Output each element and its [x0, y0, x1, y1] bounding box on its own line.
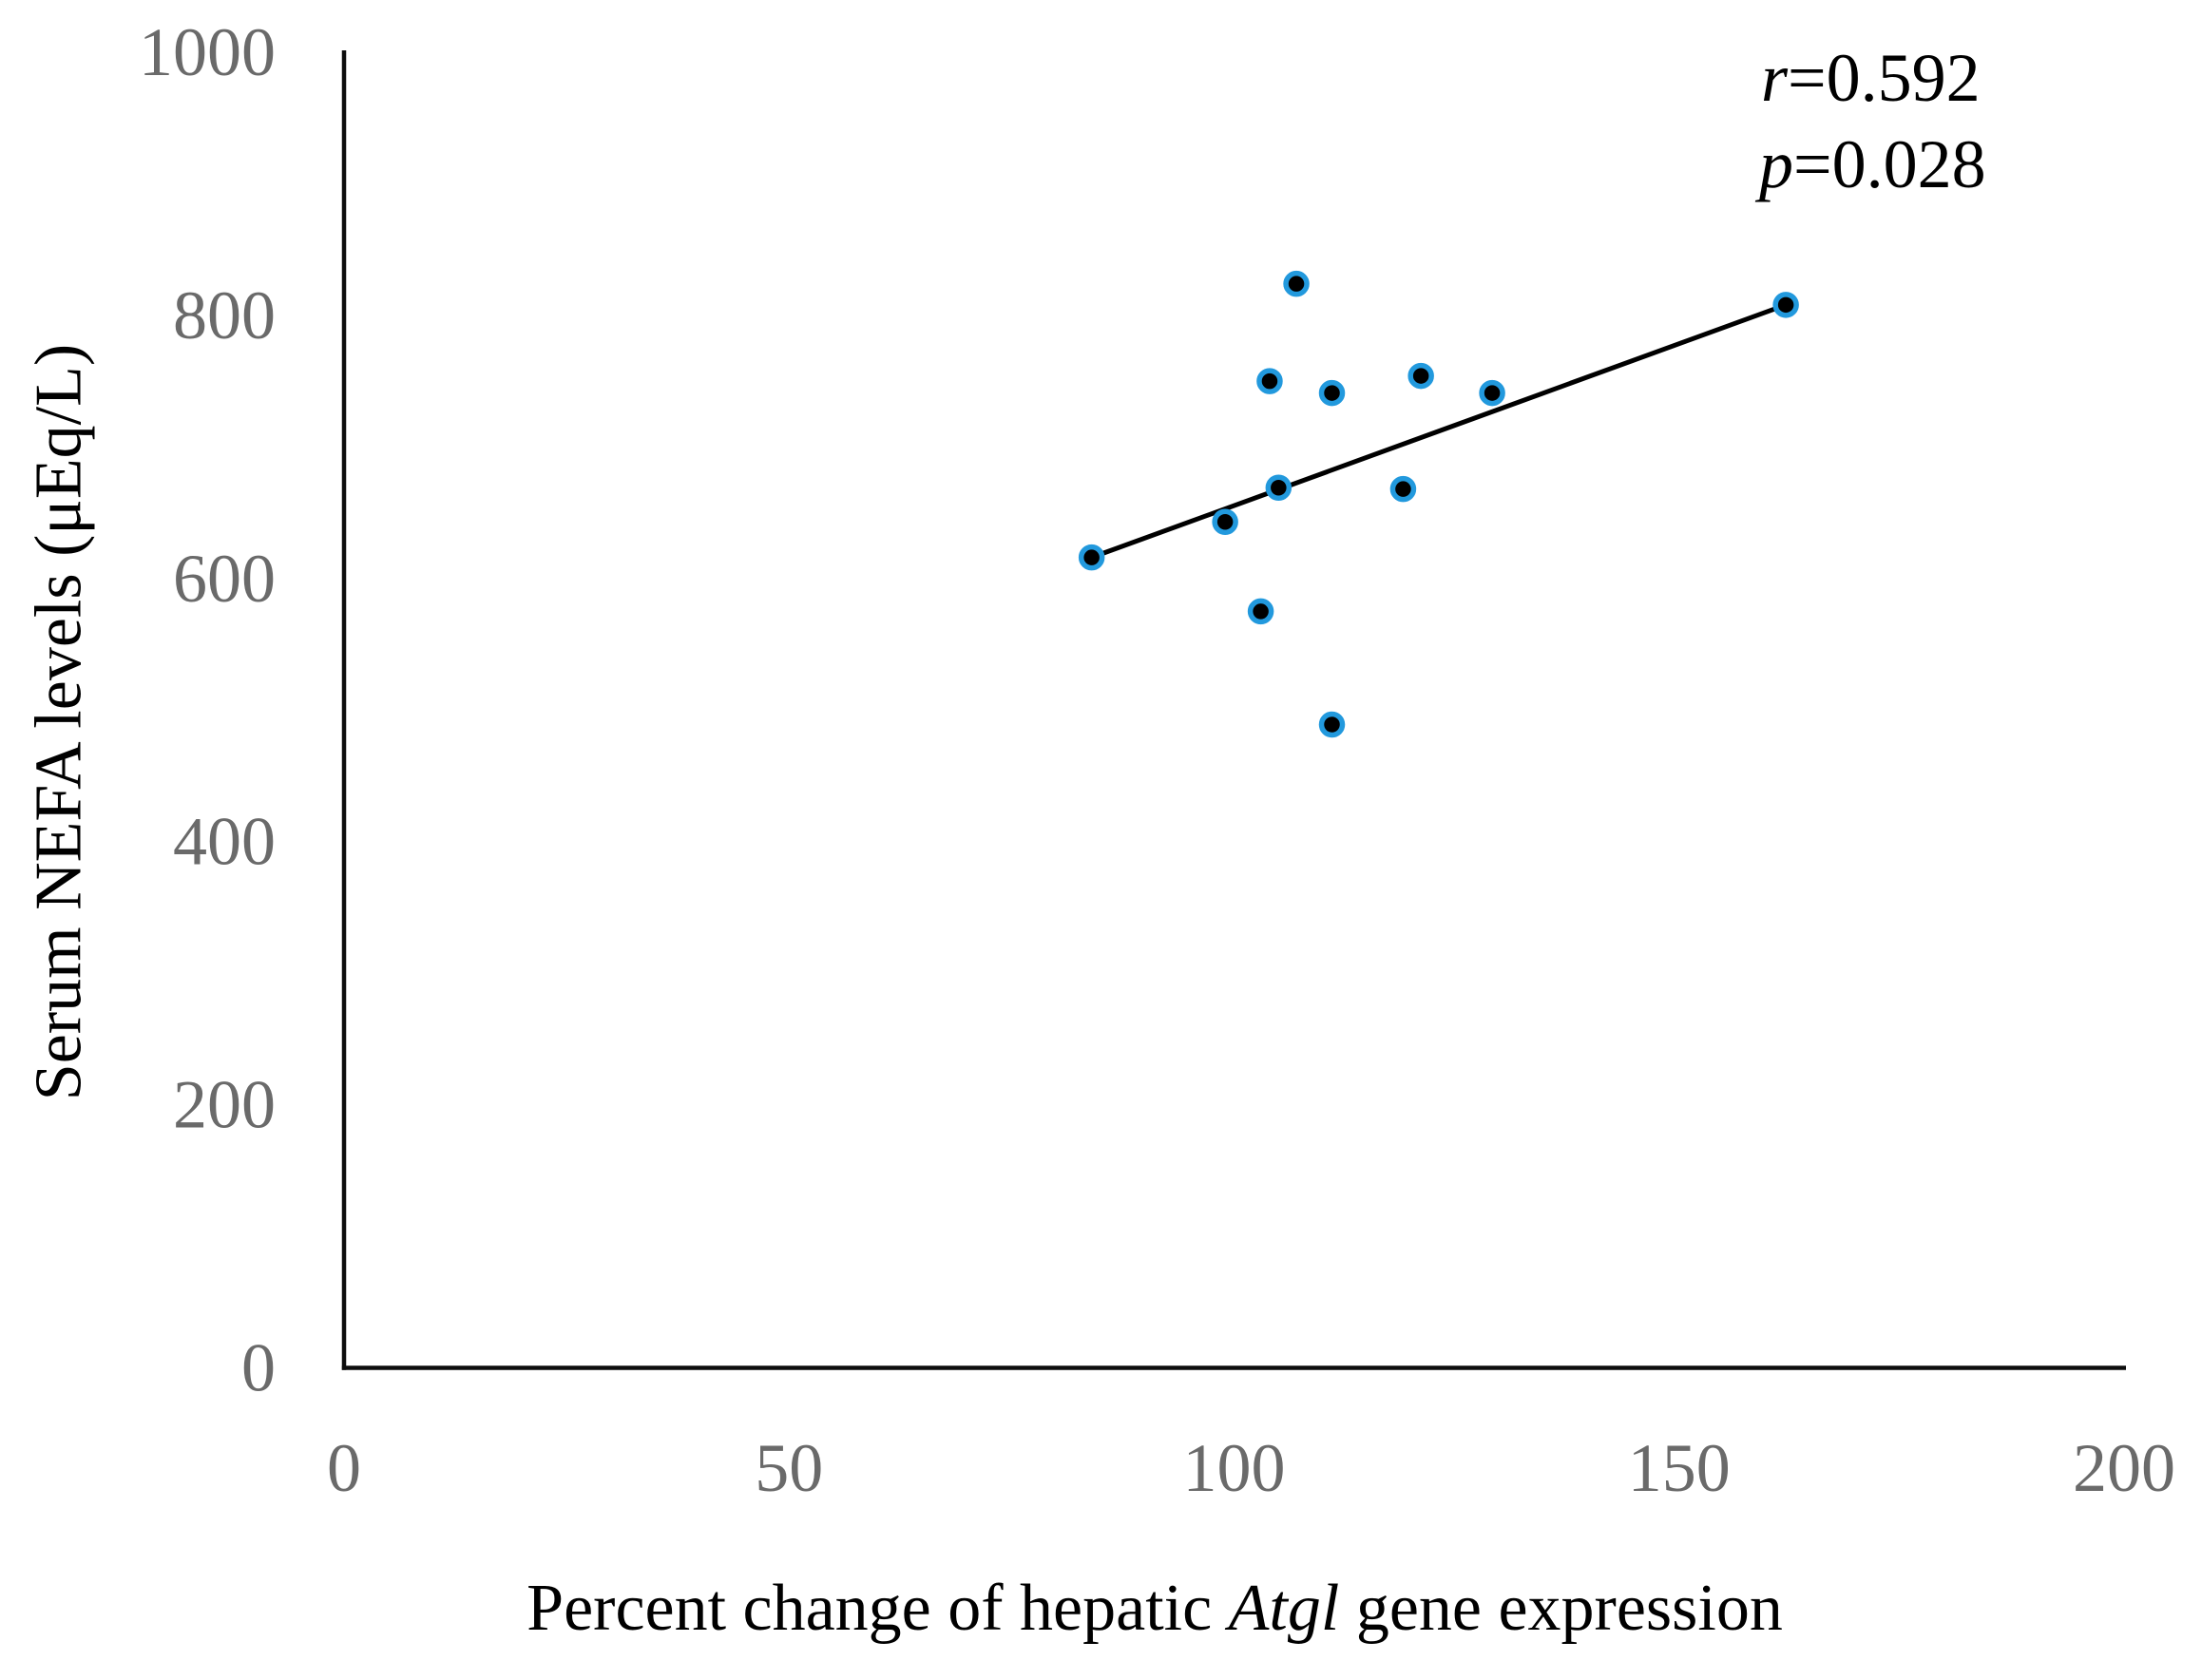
- data-point: [1265, 474, 1292, 502]
- data-point: [1318, 379, 1346, 407]
- annotation-p-value: =0.028: [1793, 126, 1986, 202]
- y-tick-label: 800: [173, 277, 276, 353]
- annotation-p-symbol: p: [1754, 126, 1793, 202]
- x-tick-label: 150: [1628, 1430, 1731, 1506]
- data-point: [1407, 362, 1434, 390]
- data-point: [1389, 475, 1417, 503]
- x-axis-title-post: gene expression: [1339, 1572, 1783, 1645]
- annotation-p: p=0.028: [1754, 126, 1986, 202]
- x-axis-title-gene: Atgl: [1225, 1572, 1340, 1645]
- data-point: [1078, 544, 1105, 571]
- data-point: [1283, 270, 1310, 297]
- annotation-r-symbol: r: [1761, 40, 1789, 116]
- y-axis-title: Serum NEFA levels (μEq/L): [23, 344, 96, 1100]
- x-axis-title: Percent change of hepatic Atgl gene expr…: [527, 1572, 1783, 1645]
- trendline: [1090, 302, 1787, 560]
- x-tick-label: 100: [1183, 1430, 1286, 1506]
- y-tick-label: 400: [173, 804, 276, 880]
- x-axis-title-pre: Percent change of hepatic: [527, 1572, 1229, 1645]
- x-tick-label: 200: [2073, 1430, 2175, 1506]
- annotation-r: r=0.592: [1761, 40, 1981, 116]
- x-tick-label: 0: [327, 1430, 361, 1506]
- data-points: [1078, 270, 1799, 738]
- x-tick-label: 50: [755, 1430, 823, 1506]
- data-point: [1479, 379, 1505, 407]
- x-axis-tick-labels: 0 50 100 150 200: [327, 1430, 2175, 1506]
- data-point: [1318, 711, 1346, 738]
- y-tick-label: 200: [173, 1067, 276, 1143]
- data-point: [1256, 368, 1283, 394]
- y-tick-label: 1000: [139, 14, 276, 90]
- y-tick-label: 600: [173, 541, 276, 617]
- data-point: [1772, 292, 1799, 318]
- y-axis-tick-labels: 0 200 400 600 800 1000: [139, 14, 276, 1406]
- y-tick-label: 0: [241, 1330, 276, 1406]
- data-point: [1247, 598, 1274, 625]
- annotation-r-value: =0.592: [1788, 40, 1981, 116]
- data-point: [1212, 508, 1238, 536]
